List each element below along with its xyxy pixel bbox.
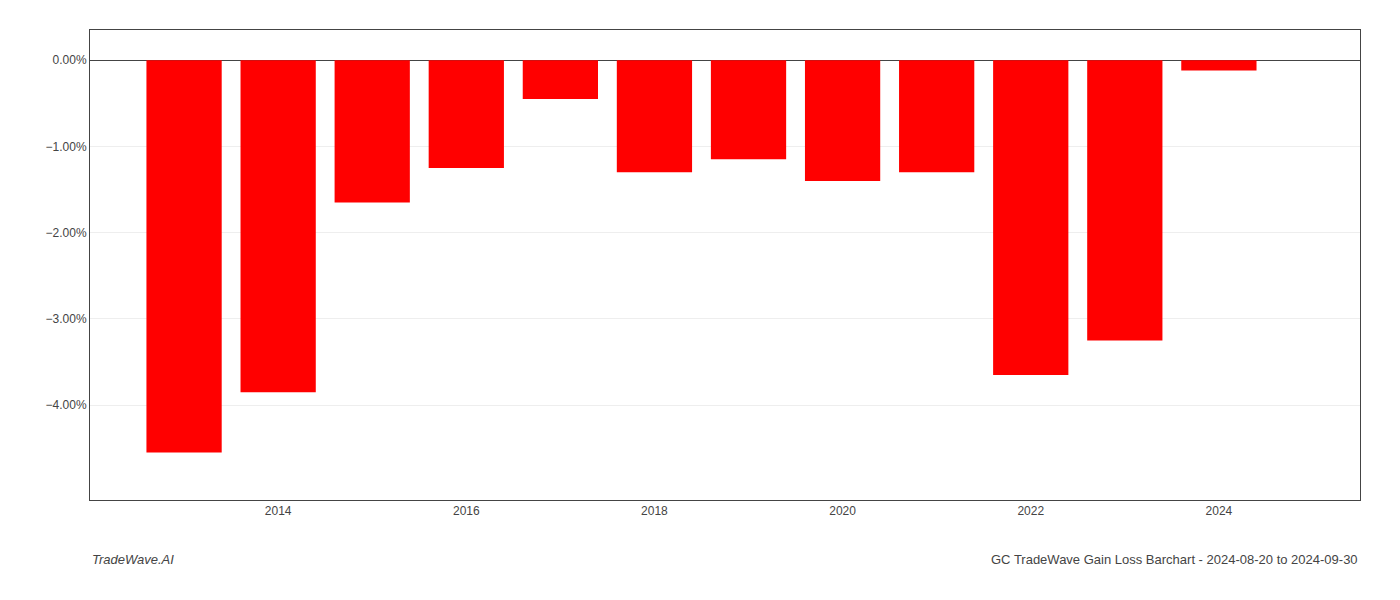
svg-text:−4.00%: −4.00%: [46, 398, 87, 412]
svg-text:GC TradeWave Gain Loss Barchar: GC TradeWave Gain Loss Barchart - 2024-0…: [991, 552, 1358, 567]
svg-text:−3.00%: −3.00%: [46, 312, 87, 326]
svg-text:2024: 2024: [1206, 504, 1233, 518]
svg-text:2020: 2020: [829, 504, 856, 518]
svg-text:2014: 2014: [265, 504, 292, 518]
svg-text:2016: 2016: [453, 504, 480, 518]
svg-text:2022: 2022: [1017, 504, 1044, 518]
svg-text:−1.00%: −1.00%: [46, 140, 87, 154]
svg-text:TradeWave.AI: TradeWave.AI: [92, 552, 174, 567]
svg-text:−2.00%: −2.00%: [46, 226, 87, 240]
svg-text:0.00%: 0.00%: [53, 53, 87, 67]
svg-text:2018: 2018: [641, 504, 668, 518]
